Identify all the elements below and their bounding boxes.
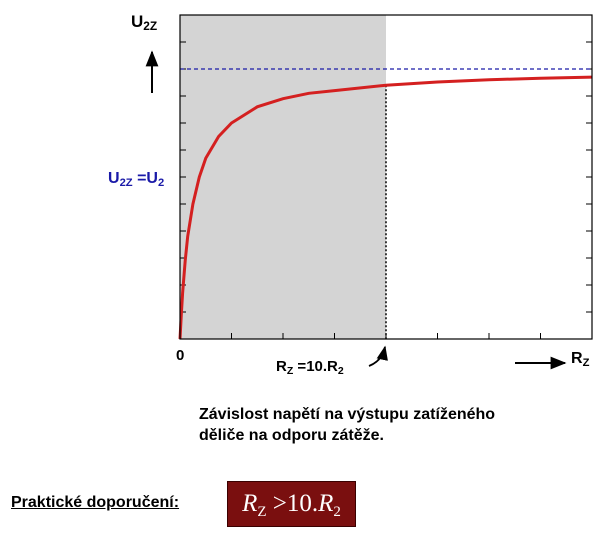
caption-line-1: Závislost napětí na výstupu zatíženého: [199, 406, 496, 423]
figure-caption: Závislost napětí na výstupu zatíženého d…: [199, 404, 495, 446]
shaded-region: [180, 15, 386, 339]
reference-label: U2Z =U2: [108, 170, 165, 189]
y-axis-label: U2Z: [131, 12, 158, 33]
recommendation-formula: RZ >10.R2: [227, 481, 356, 527]
recommendation-label: Praktické doporučení:: [11, 494, 180, 511]
x-origin-label: 0: [176, 347, 185, 364]
caption-line-2: děliče na odporu zátěže.: [199, 427, 384, 444]
plot-frame: [179, 14, 593, 340]
x-axis-label: RZ: [571, 350, 590, 369]
marker-label: RZ =10.R2: [276, 358, 344, 377]
marker-arrow: [368, 345, 388, 367]
chart: [145, 14, 593, 370]
series-line: [178, 75, 593, 340]
axis-ticks: [180, 41, 592, 339]
